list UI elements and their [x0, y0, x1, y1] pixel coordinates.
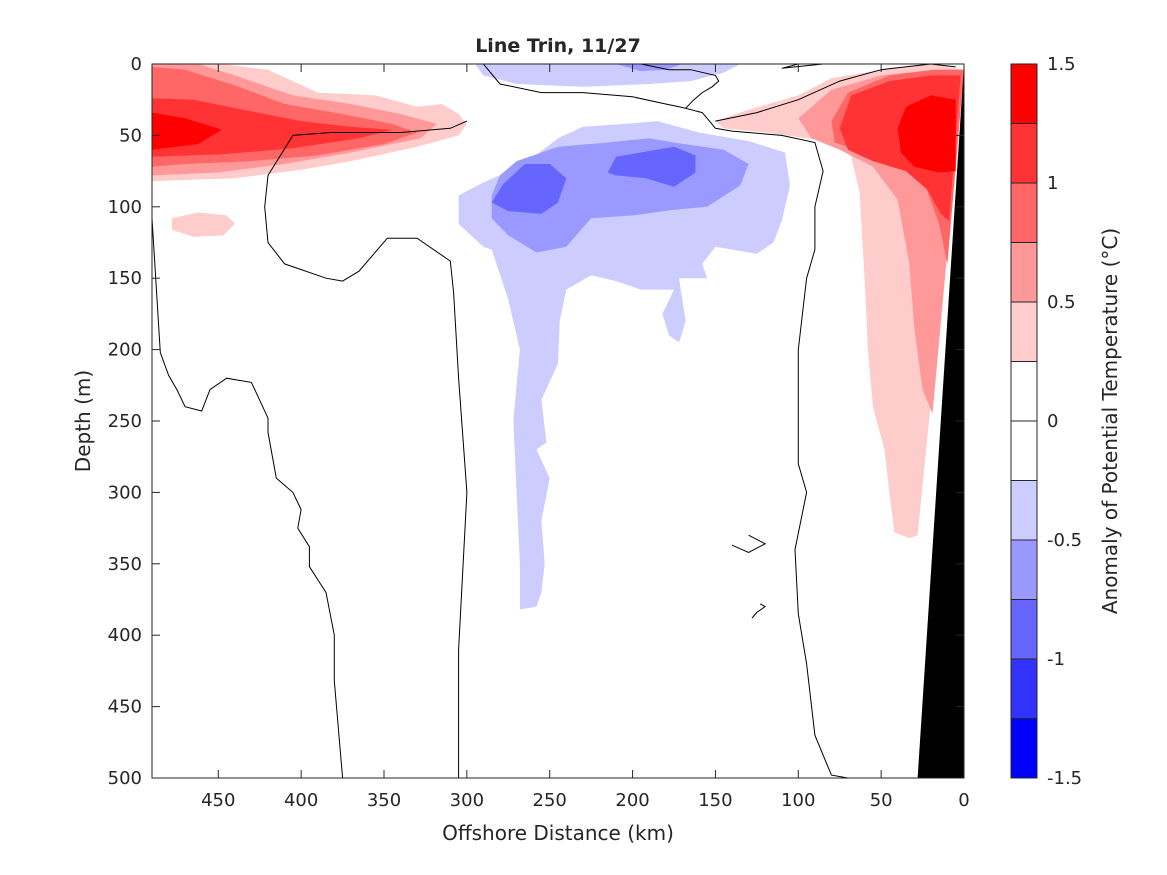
x-axis: 450 400 350 300 250 200 150 100 50 0 [201, 64, 970, 811]
y-tick-label: 100 [108, 197, 142, 218]
bathymetry-layer [917, 64, 964, 778]
x-tick-label: 150 [698, 790, 732, 811]
y-tick-label: 450 [108, 697, 142, 718]
colorbar-bin [1011, 480, 1037, 540]
x-tick-label: 350 [367, 790, 401, 811]
y-tick-label: 400 [108, 625, 142, 646]
y-tick-label: 50 [119, 125, 142, 146]
colorbar-bin [1011, 718, 1037, 778]
contour-fill-warm-coastal-1.25 [897, 95, 956, 173]
x-tick-label: 200 [615, 790, 649, 811]
y-tick-label: 350 [108, 554, 142, 575]
contour-fill-warm-core-offshore-1 [152, 98, 393, 157]
x-axis-label: Offshore Distance (km) [442, 821, 674, 845]
zero-contour-line-5 [264, 120, 468, 778]
x-tick-label: 250 [533, 790, 567, 811]
zero-contour-line-1 [152, 218, 344, 778]
y-tick-label: 150 [108, 268, 142, 289]
x-tick-label: 0 [958, 790, 969, 811]
colorbar-tick-label: 1.5 [1047, 54, 1076, 75]
colorbar-bin [1011, 421, 1037, 481]
colorbar-bin [1011, 183, 1037, 243]
contour-fill-cool-plume--0.75 [491, 164, 567, 214]
y-axis-label: Depth (m) [71, 370, 95, 472]
y-tick-label: 250 [108, 411, 142, 432]
zero-contour-line-8 [751, 603, 767, 619]
colorbar: 1.5 1 0.5 0 -0.5 -1 -1.5 [1010, 54, 1082, 789]
colorbar-bin [1011, 302, 1037, 362]
colorbar-bin [1011, 540, 1037, 600]
zero-contour-layer [152, 64, 956, 778]
x-tick-label: 450 [201, 790, 235, 811]
contour-fill-cool-plume--0.75 [607, 146, 696, 187]
y-tick-label: 500 [108, 768, 142, 789]
colorbar-bin [1011, 242, 1037, 302]
colorbar-tick-label: 0.5 [1047, 292, 1076, 313]
bathymetry-seafloor [917, 64, 964, 778]
x-tick-label: 300 [450, 790, 484, 811]
chart-title: Line Trin, 11/27 [475, 35, 641, 57]
colorbar-bin [1011, 64, 1037, 124]
zero-contour-line-3 [640, 64, 720, 109]
y-tick-label: 0 [131, 54, 142, 75]
colorbar-tick-label: 0 [1047, 411, 1058, 432]
contour-fill-warm-core-offshore-1.25 [152, 112, 222, 150]
x-tick-label: 50 [870, 790, 893, 811]
zero-contour-line-7 [731, 534, 767, 553]
y-axis: 0 50 100 150 200 250 300 350 400 450 500 [108, 54, 964, 789]
colorbar-tick-label: -0.5 [1047, 530, 1082, 551]
colorbar-tick-label: -1.5 [1047, 768, 1082, 789]
y-tick-label: 200 [108, 340, 142, 361]
contour-fill-layer [152, 64, 964, 610]
colorbar-bin [1011, 659, 1037, 719]
x-tick-label: 100 [781, 790, 815, 811]
y-tick-label: 300 [108, 482, 142, 503]
colorbar-bin [1011, 361, 1037, 421]
colorbar-tick-label: 1 [1047, 173, 1058, 194]
colorbar-tick-label: -1 [1047, 649, 1065, 670]
x-tick-label: 400 [284, 790, 318, 811]
colorbar-label: Anomaly of Potential Temperature (°C) [1098, 228, 1122, 614]
colorbar-bin [1011, 123, 1037, 183]
contour-fill-warm-blob-deep-0.25 [171, 212, 235, 237]
zero-contour-line-2 [483, 64, 849, 778]
zero-contour-line-4 [781, 64, 824, 69]
zero-contour-line-6 [715, 64, 956, 122]
colorbar-bin [1011, 599, 1037, 659]
